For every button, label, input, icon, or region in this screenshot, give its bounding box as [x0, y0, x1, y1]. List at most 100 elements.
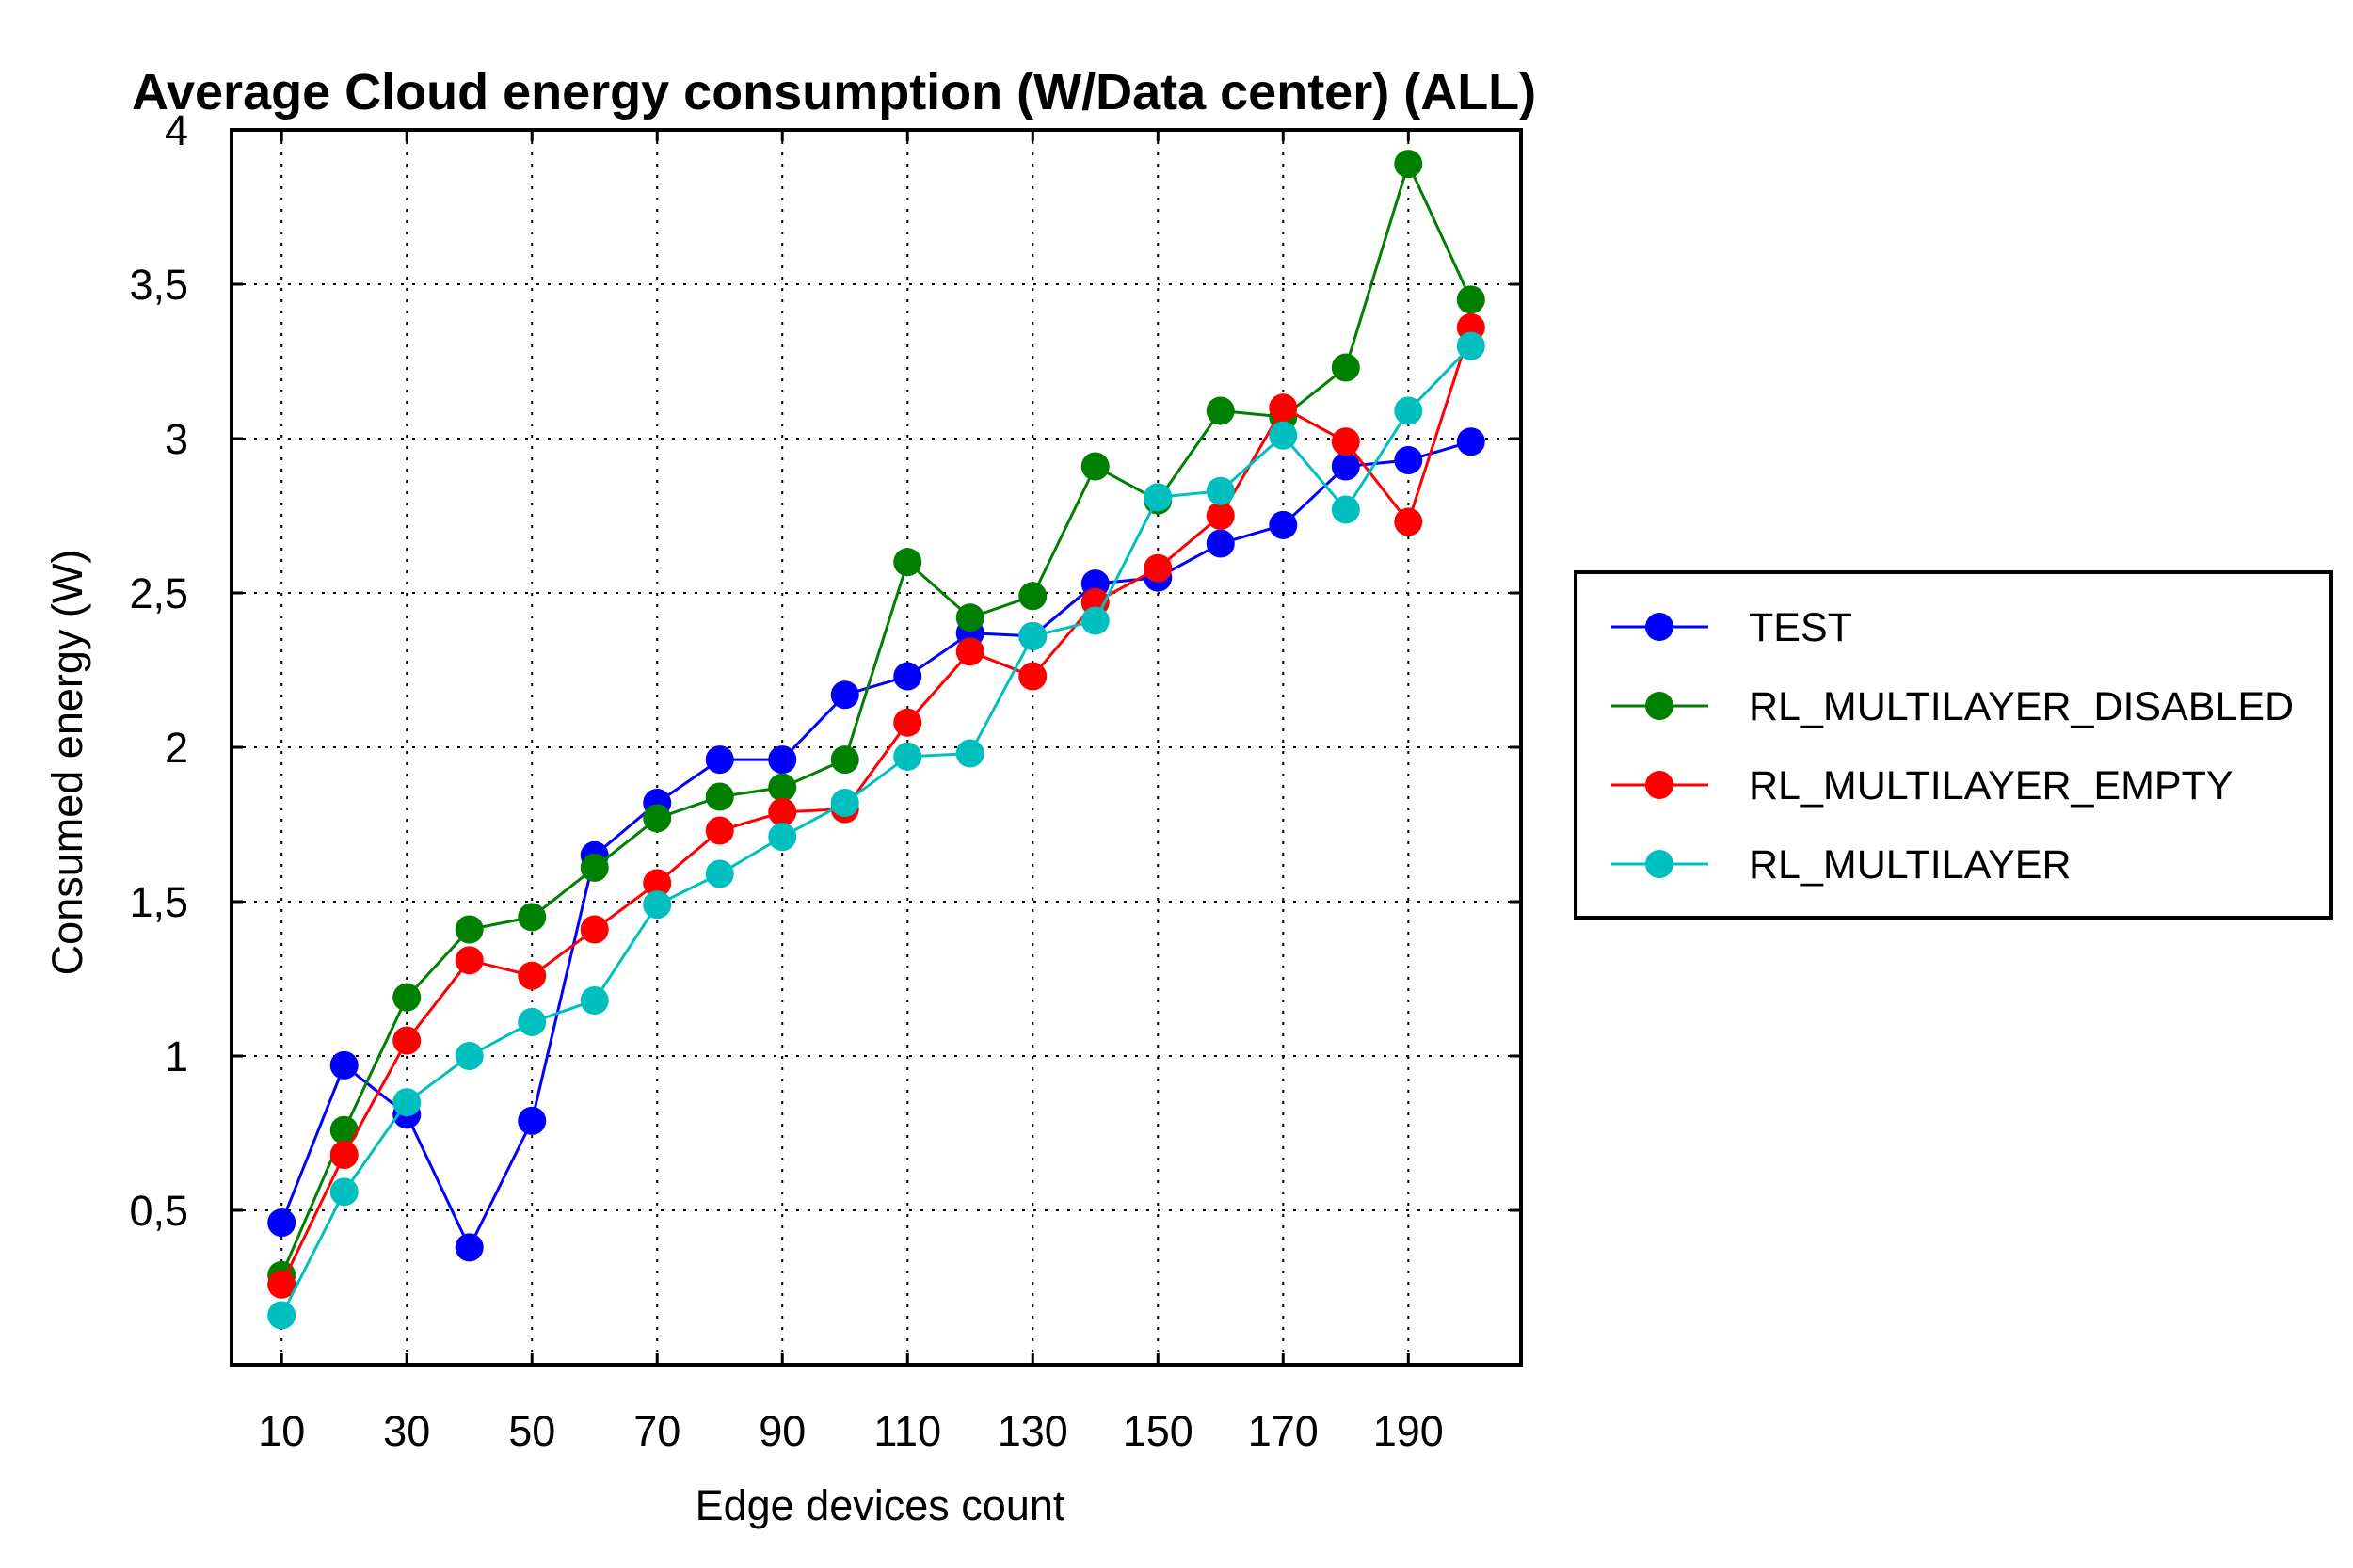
legend-label: TEST	[1749, 605, 1852, 650]
data-point	[1394, 150, 1423, 179]
series-rl-multilayer-empty	[267, 312, 1485, 1299]
x-tick-label: 10	[258, 1407, 305, 1455]
y-axis-ticks: 0,5 1 1,5 2 2,5 3 3,5 4	[129, 106, 1521, 1235]
legend-item: TEST	[1611, 605, 1852, 650]
data-point	[643, 869, 672, 898]
data-point	[1394, 396, 1423, 425]
data-point	[392, 983, 422, 1012]
x-axis-ticks: 10 30 50 70 90 110 130 150 170 190	[258, 130, 1444, 1455]
y-tick-label: 2,5	[129, 569, 188, 617]
x-tick-label: 50	[508, 1407, 555, 1455]
data-point	[1331, 452, 1360, 481]
data-point	[392, 1026, 422, 1055]
data-point	[455, 946, 484, 975]
data-point	[455, 1042, 484, 1070]
legend-marker	[1645, 771, 1673, 799]
data-point	[1394, 445, 1423, 474]
data-point	[1018, 662, 1048, 691]
data-point	[267, 1301, 296, 1330]
series-layer	[267, 150, 1485, 1330]
data-point	[580, 985, 609, 1015]
data-point	[705, 859, 734, 888]
data-point	[1394, 507, 1423, 536]
data-point	[955, 739, 984, 768]
data-point	[329, 1140, 359, 1169]
data-point	[455, 915, 484, 944]
y-tick-label: 4	[165, 106, 188, 154]
x-tick-label: 130	[998, 1407, 1068, 1455]
data-point	[830, 789, 859, 818]
data-point	[1080, 452, 1110, 481]
y-tick-label: 1,5	[129, 878, 188, 926]
data-point	[267, 1270, 296, 1299]
data-point	[518, 961, 547, 990]
legend-label: RL_MULTILAYER	[1749, 842, 2072, 888]
legend-marker	[1645, 613, 1673, 641]
data-point	[580, 915, 609, 944]
y-tick-label: 3,5	[129, 261, 188, 309]
data-point	[1144, 553, 1173, 583]
data-point	[1018, 582, 1048, 611]
data-point	[768, 797, 797, 826]
data-point	[1206, 476, 1235, 505]
data-point	[1144, 483, 1173, 512]
legend-box	[1574, 570, 2333, 920]
data-point	[893, 742, 922, 771]
data-point	[1018, 621, 1048, 650]
y-tick-label: 0,5	[129, 1187, 188, 1235]
legend-label: RL_MULTILAYER_DISABLED	[1749, 684, 2294, 729]
data-point	[768, 823, 797, 852]
x-tick-label: 150	[1123, 1407, 1193, 1455]
data-point	[1080, 606, 1110, 635]
data-point	[1269, 393, 1298, 423]
x-tick-label: 170	[1248, 1407, 1319, 1455]
data-point	[830, 680, 859, 710]
data-point	[893, 662, 922, 691]
data-point	[1206, 502, 1235, 530]
x-tick-label: 90	[759, 1407, 806, 1455]
data-point	[893, 548, 922, 577]
data-point	[705, 782, 734, 811]
y-tick-label: 3	[165, 415, 188, 463]
data-point	[1331, 495, 1360, 524]
data-point	[518, 903, 547, 932]
data-point	[705, 816, 734, 845]
legend-item: RL_MULTILAYER_DISABLED	[1611, 684, 2294, 729]
x-tick-label: 110	[873, 1407, 941, 1455]
data-point	[1331, 353, 1360, 382]
data-point	[580, 853, 609, 882]
legend-items: TEST RL_MULTILAYER_DISABLED RL_MULTILAYER_…	[1611, 605, 2294, 888]
data-point	[643, 890, 672, 920]
data-point	[643, 804, 672, 833]
data-point	[1331, 427, 1360, 456]
legend-label: RL_MULTILAYER_EMPTY	[1749, 763, 2233, 808]
data-point	[1269, 421, 1298, 450]
data-point	[329, 1050, 359, 1080]
y-axis-label: Consumed energy (W)	[43, 550, 91, 976]
x-tick-label: 70	[633, 1407, 680, 1455]
data-point	[329, 1115, 359, 1144]
data-point	[329, 1177, 359, 1207]
data-point	[1456, 331, 1485, 360]
data-point	[518, 1007, 547, 1036]
data-point	[705, 745, 734, 775]
y-tick-label: 1	[165, 1032, 188, 1080]
y-tick-label: 2	[165, 724, 188, 772]
series-rl-multilayer	[267, 331, 1485, 1330]
chart-title: Average Cloud energy consumption (W/Data…	[132, 64, 1536, 120]
data-point	[1206, 396, 1235, 425]
data-point	[768, 745, 797, 775]
legend-marker	[1645, 850, 1673, 878]
data-point	[518, 1106, 547, 1135]
legend-item: RL_MULTILAYER_EMPTY	[1611, 763, 2233, 808]
data-point	[1206, 529, 1235, 558]
x-tick-label: 30	[383, 1407, 430, 1455]
data-point	[893, 708, 922, 737]
legend: TEST RL_MULTILAYER_DISABLED RL_MULTILAYER_…	[1574, 570, 2333, 920]
x-axis-label: Edge devices count	[696, 1481, 1065, 1529]
data-point	[455, 1233, 484, 1262]
data-point	[1456, 427, 1485, 456]
legend-item: RL_MULTILAYER	[1611, 842, 2072, 888]
data-point	[955, 603, 984, 632]
